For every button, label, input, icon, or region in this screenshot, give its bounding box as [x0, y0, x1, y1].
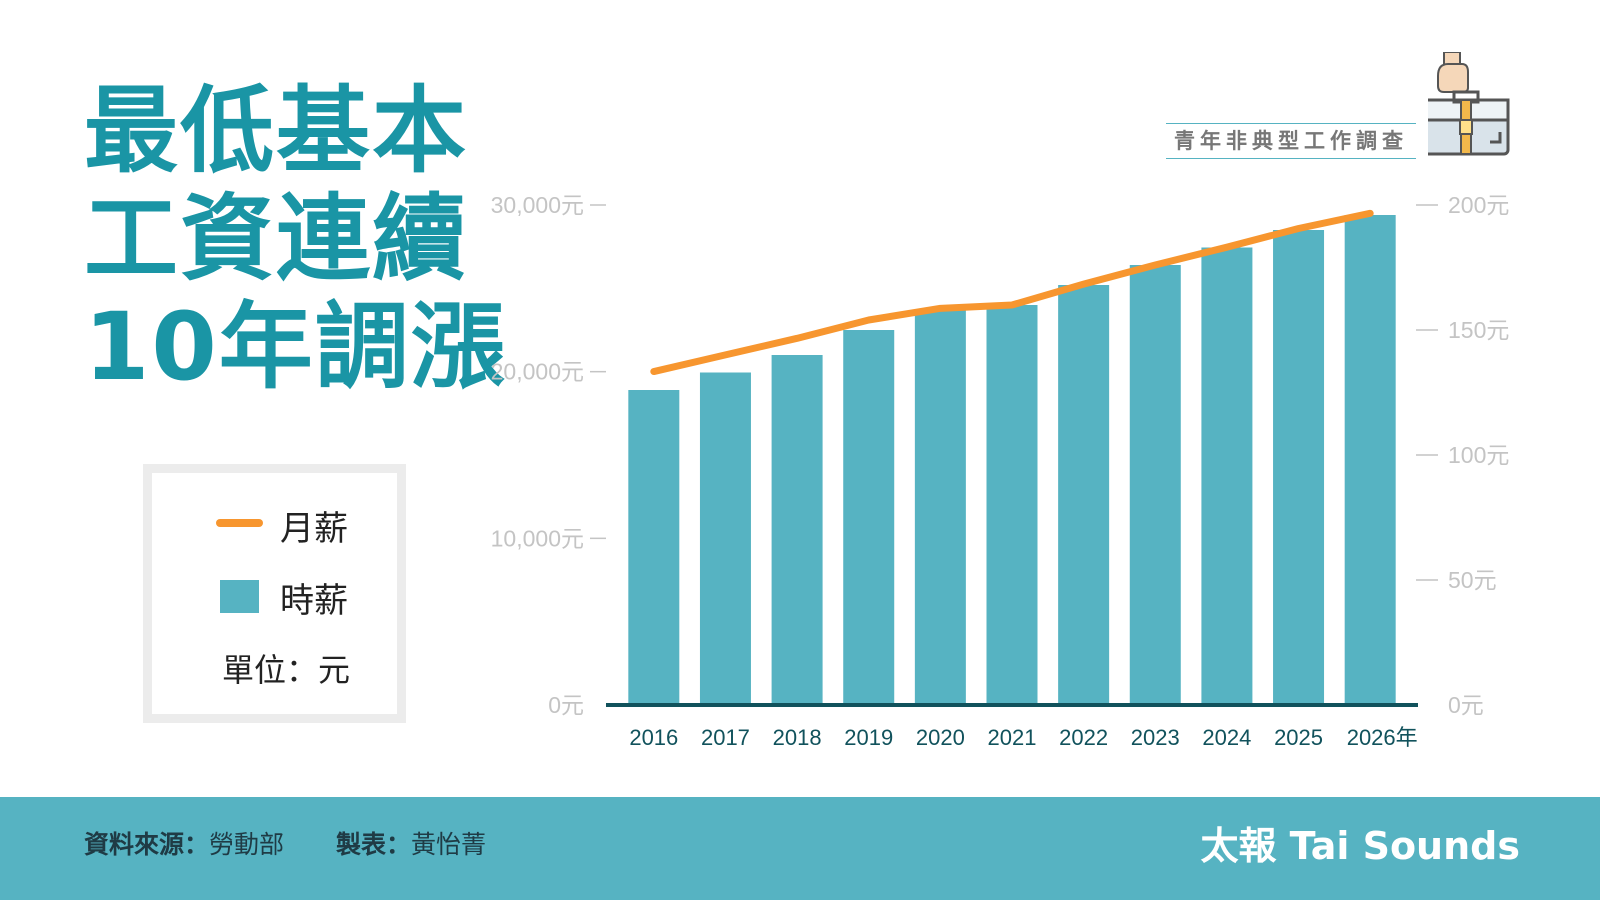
right-tick-label: 150元 [1448, 317, 1509, 343]
bar-2022 [1058, 285, 1110, 705]
x-tick-label: 2021 [988, 725, 1037, 750]
bar-2017 [699, 372, 751, 705]
brand-logo: 太報 Tai Sounds [1200, 824, 1520, 868]
x-tick-label: 2020 [916, 725, 965, 750]
right-tick-label: 200元 [1448, 192, 1509, 218]
left-tick-label: 30,000元 [491, 192, 584, 218]
title-line-3: 10年調漲 [84, 293, 507, 402]
left-tick-label: 0元 [548, 692, 584, 718]
legend-hourly-swatch [220, 580, 259, 613]
x-tick-label: 2019 [844, 725, 893, 750]
x-tick-label: 2022 [1059, 725, 1108, 750]
x-tick-label: 2025 [1274, 725, 1323, 750]
legend-hourly-label: 時薪 [280, 581, 348, 621]
title-line-1: 最低基本 [84, 77, 469, 186]
source-value: 勞動部 [209, 830, 285, 859]
bar-2025 [1273, 230, 1325, 705]
legend-unit-label: 單位：元 [222, 651, 351, 689]
maker-value: 黃怡菁 [410, 830, 486, 859]
briefcase-hand-icon [1428, 52, 1510, 156]
bar-2018 [771, 355, 823, 705]
bar-2023 [1129, 265, 1181, 705]
footer-bar: 資料來源：勞動部 製表：黃怡菁 太報 Tai Sounds [0, 797, 1600, 900]
legend-monthly-swatch [216, 519, 263, 527]
bar-2024 [1201, 247, 1253, 705]
footer-credits: 資料來源：勞動部 製表：黃怡菁 [84, 825, 486, 861]
bar-2019 [843, 330, 895, 705]
x-tick-label: 2017 [701, 725, 750, 750]
bar-2021 [986, 305, 1038, 705]
left-tick-label: 20,000元 [491, 359, 584, 385]
left-tick-label: 10,000元 [491, 525, 584, 551]
right-tick-label: 100元 [1448, 442, 1509, 468]
x-tick-label: 2016 [629, 725, 678, 750]
x-tick-label: 2018 [773, 725, 822, 750]
x-tick-label: 2023 [1131, 725, 1180, 750]
bar-2026年 [1344, 215, 1396, 705]
right-tick-label: 0元 [1448, 692, 1484, 718]
legend: 月薪 時薪 單位：元 [143, 464, 406, 723]
wage-chart: 2016 2017 2018 2019 2020 2021 2022 2023 2024 2025… [491, 192, 1510, 750]
page-title: 最低基本 工資連續 10年調漲 [84, 77, 507, 402]
maker-label: 製表： [335, 830, 411, 859]
survey-badge: 青年非典型工作調查 [1166, 123, 1416, 159]
bar-2016 [628, 390, 680, 705]
title-line-2: 工資連續 [84, 185, 469, 294]
x-tick-label: 2026年 [1347, 725, 1418, 750]
x-tick-label: 2024 [1202, 725, 1251, 750]
bar-2020 [914, 310, 966, 705]
legend-monthly-label: 月薪 [280, 509, 348, 549]
source-label: 資料來源： [84, 830, 210, 859]
right-tick-label: 50元 [1448, 567, 1497, 593]
